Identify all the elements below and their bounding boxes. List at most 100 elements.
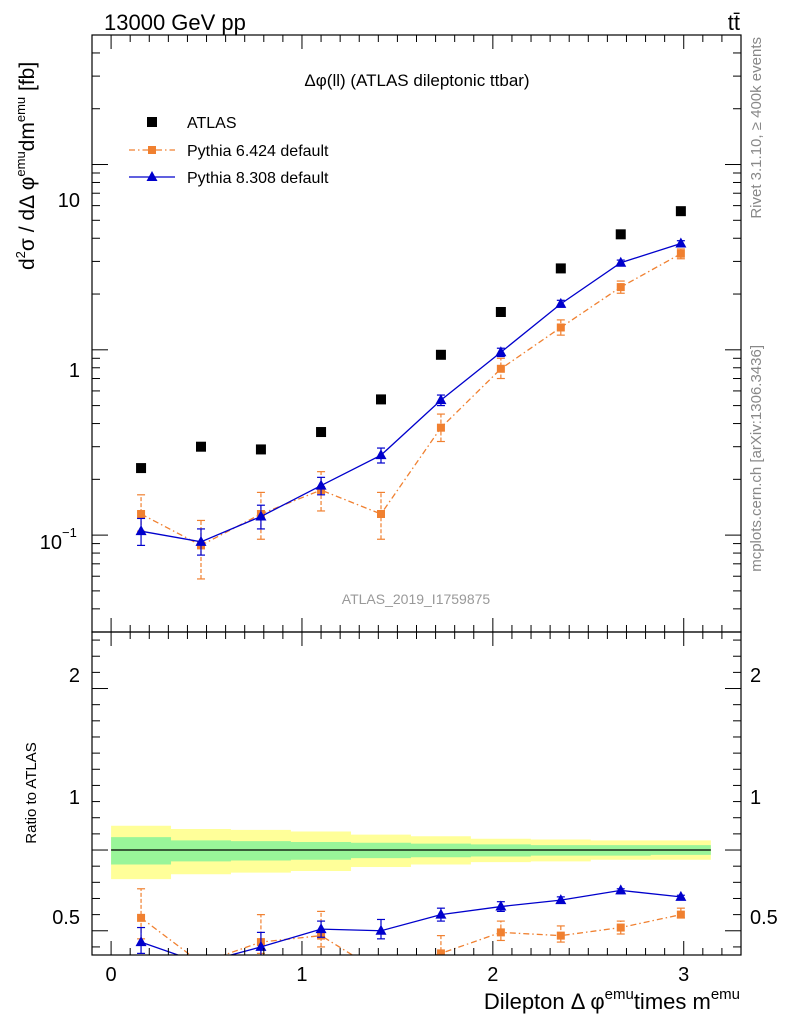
legend-marker-atlas [147,117,157,127]
ratio-y-tick-label-2: 2 [69,665,80,687]
ylabel-sup-2: 2 [13,251,28,258]
legend-entry-py8: Pythia 8.308 default [129,170,329,187]
py8-marker [615,256,627,267]
ratio-py8-line [140,889,681,955]
x-tick-label: 2 [487,964,498,986]
main-axis-ticks [92,34,741,633]
ratio-py6-marker [377,969,385,977]
ratio-py6-marker [616,923,625,932]
xlabel-sup-emu-2: emu [711,986,740,1003]
py6-marker [137,509,146,518]
ylabel-sigma-dphi: σ / dΔ φ [16,177,39,251]
ratio-y-tick-label-0-5: 0.5 [52,907,80,929]
main-panel: Δφ(ll) (ATLAS dileptonic ttbar) ATLAS_20… [13,34,742,633]
ratio-py6-marker [496,928,505,937]
ratio-py8-marker [195,957,206,967]
ratio-frame [91,631,742,956]
py8-marker [495,346,507,357]
ratio-y-tick-label-right-2: 2 [750,665,761,687]
py8-marker [195,535,207,546]
ratio-y-tick-label-1: 1 [69,787,80,809]
atlas-marker [675,206,686,217]
ylabel-dm: dm [16,122,39,151]
ylabel-unit: [fb] [16,62,39,97]
legend-label-py6: Pythia 6.424 default [187,143,329,160]
main-y-axis-label: d2σ / dΔ φemudmemu [fb] [13,62,39,270]
xlabel-sup-emu-1: emu [605,986,634,1003]
ratio-py8-marker [675,890,687,901]
py6-marker [556,323,565,332]
atlas-marker [555,263,566,274]
py6-line [140,253,682,547]
xlabel-mid: times m [634,989,711,1014]
process-label: tt̄ [728,10,740,35]
x-tick-labels: 0 1 2 3 [106,964,690,986]
py8-marker [555,297,567,308]
atlas-marker [615,229,626,240]
ylabel-sup-emu-1: emu [13,151,28,176]
py8-marker [315,479,327,490]
atlas-marker [255,444,266,455]
xlabel-pre: Dilepton Δ φ [484,989,605,1014]
y-tick-label-0-1: 10 [40,532,62,554]
py6-marker [376,509,385,518]
x-axis-label: Dilepton Δ φemutimes memu [484,986,740,1014]
ylabel-sup-emu-2: emu [13,97,28,122]
py6-marker [616,283,625,292]
ratio-panel: 2 1 0.5 2 1 0.5 Ratio to ATLAS 0 1 2 3 Dile… [23,631,778,1014]
ratio-py8-marker [135,936,147,947]
energy-label: 13000 GeV pp [104,10,246,35]
main-data-layer [135,206,687,580]
legend-label-py8: Pythia 8.308 default [187,170,329,187]
uncertainty-band-inner [111,837,711,865]
analysis-watermark: ATLAS_2019_I1759875 [342,591,491,607]
ratio-py6-marker [676,910,685,919]
atlas-marker [375,394,386,405]
atlas-marker [136,463,147,474]
py8-line [140,242,682,543]
atlas-marker [435,349,446,360]
ratio-y-tick-label-right-0-5: 0.5 [750,907,778,929]
chart-title: Δφ(ll) (ATLAS dileptonic ttbar) [304,71,529,90]
ratio-py8-marker [555,894,567,905]
ratio-py8-marker [375,924,387,935]
py8-marker [135,525,147,536]
ratio-y-tick-label-right-1: 1 [750,787,761,809]
py8-marker [675,237,687,248]
ratio-py8-marker [615,884,627,895]
ratio-y-axis-label: Ratio to ATLAS [23,742,40,843]
legend-marker-py6 [148,146,156,154]
ratio-py6-line [140,913,682,955]
ratio-py6-marker [436,949,445,955]
y-tick-label-10: 10 [58,190,80,212]
py6-marker [496,364,505,373]
legend: ATLAS Pythia 6.424 default Pythia 8.308 … [129,115,329,187]
y-tick-label-0-1-exponent: −1 [62,525,77,540]
ratio-py6-marker [137,913,146,922]
ylabel-d: d [16,258,39,270]
x-tick-label: 3 [678,964,689,986]
atlas-marker [316,427,327,438]
py6-marker [436,423,445,432]
ratio-axis-ticks [92,632,741,955]
legend-label-atlas: ATLAS [187,115,237,132]
atlas-marker [195,441,206,452]
legend-entry-py6: Pythia 6.424 default [129,143,329,160]
py8-marker [435,394,447,405]
x-tick-label: 1 [296,964,307,986]
ratio-py6-marker [556,931,565,940]
rivet-label: Rivet 3.1.10, ≥ 400k events [748,37,765,219]
atlas-marker [495,306,506,317]
ratio-py8-marker [495,900,507,911]
ratio-py6-marker [197,959,205,967]
py6-marker [676,249,685,258]
y-tick-label-1: 1 [69,360,80,382]
py8-marker [255,510,267,521]
legend-marker-py8 [146,171,158,181]
legend-entry-atlas: ATLAS [147,115,237,132]
ratio-py8-marker [315,923,327,934]
svg-text:d2σ / dΔ φemudmemu [fb]: d2σ / dΔ φemudmemu [fb] [13,62,39,270]
py8-marker [375,449,387,460]
